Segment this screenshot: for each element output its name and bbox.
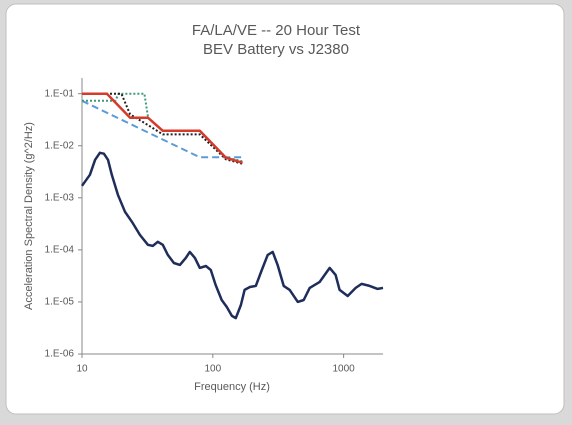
series-line — [82, 92, 243, 164]
y-tick-label: 1.E-06 — [45, 349, 75, 360]
y-axis-label: Acceleration Spectral Density (g^2/Hz) — [23, 122, 35, 310]
x-tick-label: 10 — [76, 364, 88, 375]
y-tick-label: 1.E-02 — [45, 140, 75, 151]
y-tick-label: 1.E-04 — [45, 245, 75, 256]
x-axis-label: Frequency (Hz) — [194, 381, 270, 393]
y-tick-label: 1.E-03 — [45, 192, 75, 203]
chart-subtitle: BEV Battery vs J2380 — [203, 41, 349, 58]
chart-title: FA/LA/VE -- 20 Hour Test — [192, 22, 361, 39]
series-line — [80, 151, 384, 320]
y-tick-label: 1.E-05 — [45, 297, 75, 308]
y-tick-label: 1.E-01 — [45, 88, 75, 99]
x-tick-label: 100 — [204, 364, 221, 375]
x-tick-label: 1000 — [332, 364, 355, 375]
chart-card — [5, 3, 565, 415]
